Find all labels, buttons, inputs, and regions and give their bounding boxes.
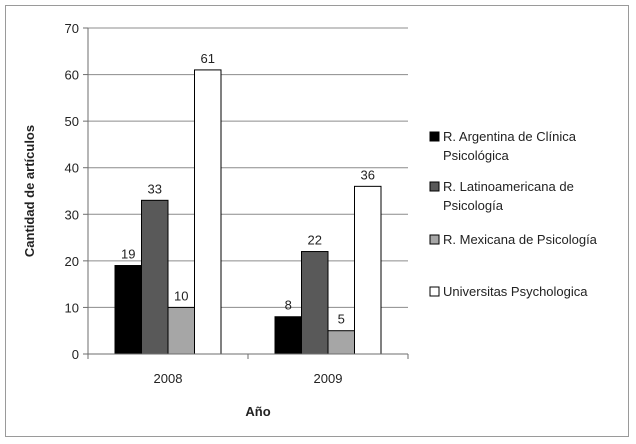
tick-labels: 0 10 20 30 40 50 60 70 2008 2009 xyxy=(65,21,343,386)
y-tick-label: 10 xyxy=(65,300,79,315)
legend-label: Psicológica xyxy=(443,148,510,163)
legend-label: R. Mexicana de Psicología xyxy=(443,232,598,247)
y-tick-label: 70 xyxy=(65,21,79,36)
x-tick-label: 2009 xyxy=(314,371,343,386)
y-tick-label: 40 xyxy=(65,161,79,176)
y-tick-label: 60 xyxy=(65,68,79,83)
legend-swatch xyxy=(429,131,440,142)
data-label: 8 xyxy=(285,298,292,313)
data-label: 61 xyxy=(201,51,215,66)
x-axis-title: Año xyxy=(245,404,270,419)
y-tick-label: 0 xyxy=(72,347,79,362)
legend-swatch xyxy=(429,181,440,192)
bar xyxy=(194,69,222,355)
chart-frame: 0 10 20 30 40 50 60 70 2008 2009 19 33 10 61 8 22 5 36 R… xyxy=(5,5,629,437)
legend: R. Argentina de Clínica Psicológica R. Lat… xyxy=(429,129,598,299)
bars xyxy=(114,69,382,355)
data-label: 33 xyxy=(148,181,162,196)
data-label: 22 xyxy=(308,233,322,248)
axes xyxy=(83,27,409,359)
legend-label: R. Argentina de Clínica xyxy=(443,129,577,144)
legend-swatch xyxy=(429,234,440,245)
legend-label: R. Latinoamericana de xyxy=(443,179,574,194)
data-label: 19 xyxy=(121,247,135,262)
y-tick-label: 50 xyxy=(65,114,79,129)
legend-label: Psicología xyxy=(443,198,504,213)
data-label: 5 xyxy=(338,312,345,327)
bar xyxy=(274,316,302,355)
bar xyxy=(167,306,195,355)
y-tick-label: 30 xyxy=(65,207,79,222)
bar xyxy=(354,185,382,355)
data-label: 10 xyxy=(174,288,188,303)
bar-chart: 0 10 20 30 40 50 60 70 2008 2009 19 33 10 61 8 22 5 36 R… xyxy=(22,21,598,419)
y-tick-label: 20 xyxy=(65,254,79,269)
data-labels: 19 33 10 61 8 22 5 36 xyxy=(121,51,375,327)
bar xyxy=(327,330,355,355)
x-tick-label: 2008 xyxy=(154,371,183,386)
legend-label: Universitas Psychologica xyxy=(443,284,588,299)
legend-swatch xyxy=(429,286,440,297)
bar xyxy=(114,265,142,355)
data-label: 36 xyxy=(361,167,375,182)
bar xyxy=(301,251,329,355)
y-axis-title: Cantidad de artículos xyxy=(22,125,37,257)
bar xyxy=(141,199,169,355)
